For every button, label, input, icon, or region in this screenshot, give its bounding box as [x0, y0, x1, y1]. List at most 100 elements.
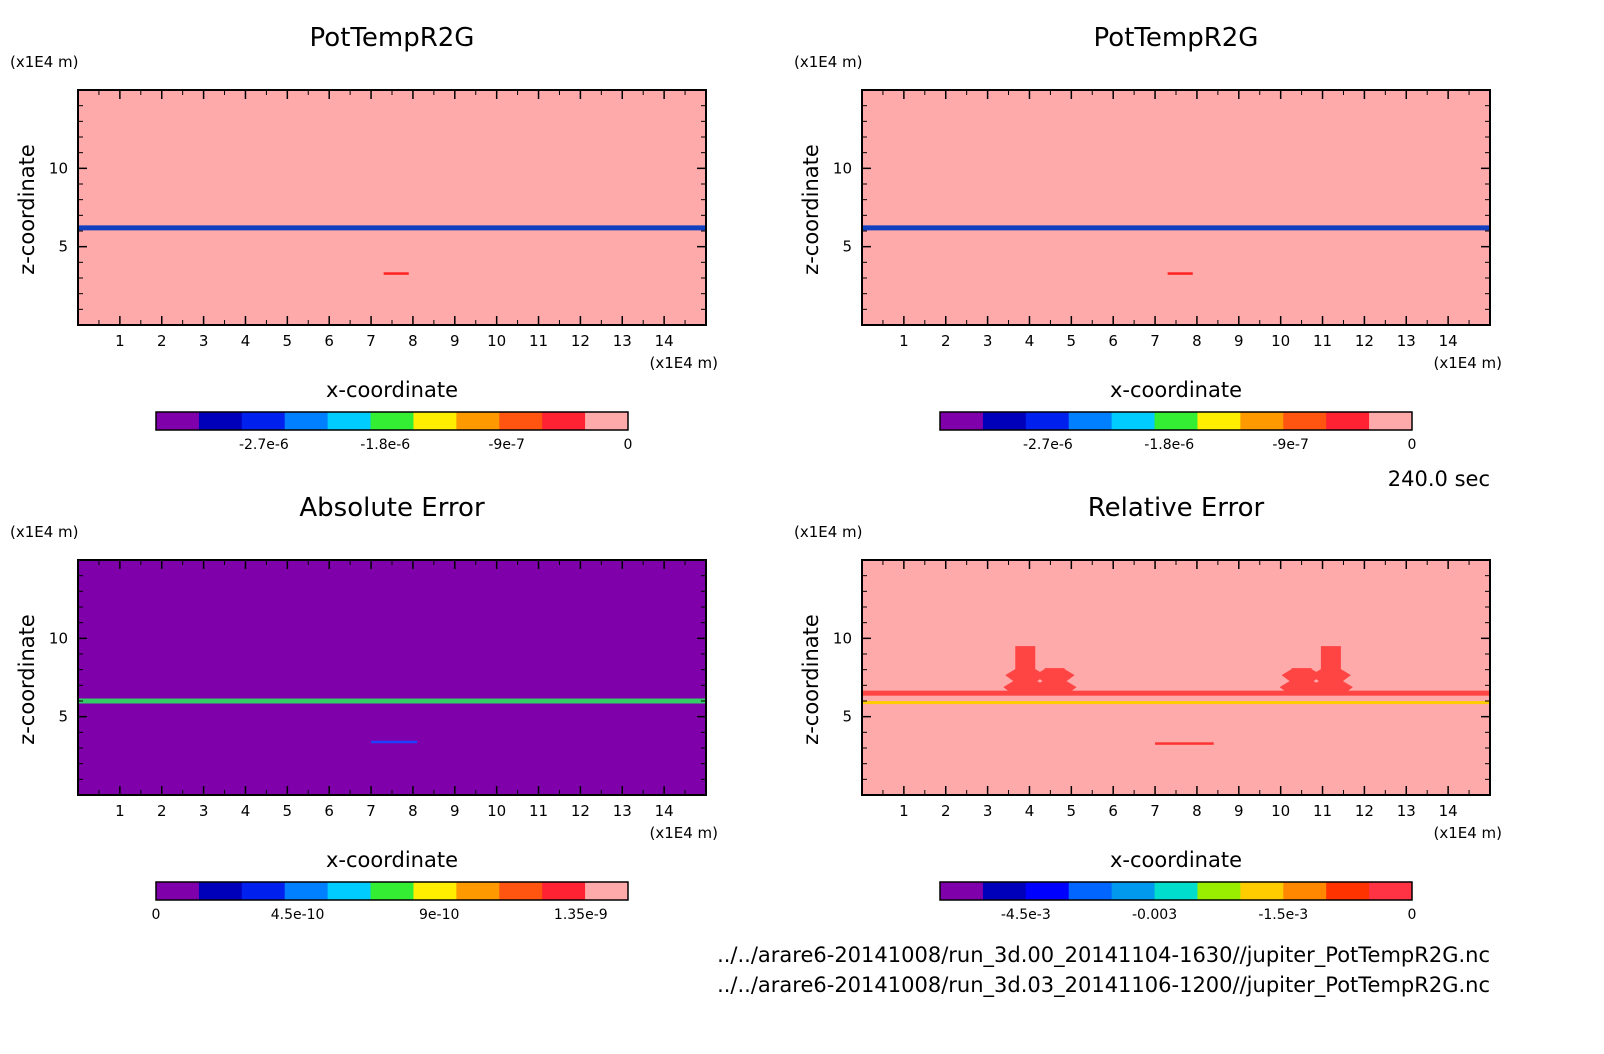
contour-band: [862, 690, 1490, 696]
x-tick-label: 2: [941, 802, 951, 820]
x-tick-label: 13: [1397, 332, 1416, 350]
x-tick-label: 8: [408, 802, 418, 820]
x-tick-label: 1: [899, 332, 909, 350]
x-tick-label: 13: [613, 332, 632, 350]
colorbar-tick-label: -1.5e-3: [1258, 907, 1308, 923]
colorbar-swatch: [1068, 882, 1113, 900]
colorbar-swatch: [1111, 882, 1156, 900]
x-tick-label: 10: [487, 802, 506, 820]
colorbar-swatch: [456, 412, 500, 430]
y-tick-label: 10: [49, 159, 68, 177]
y-tick-label: 5: [58, 238, 68, 256]
colorbar-swatch: [413, 412, 457, 430]
chart-panel-1: PotTempR2G(x1E4 m)1 2 3 4 5 6 7 8 9 10 11 12 13 14(x1…: [10, 23, 718, 453]
colorbar-swatch: [940, 412, 984, 430]
x-tick-label: 1: [899, 802, 909, 820]
colorbar-swatch: [370, 882, 414, 900]
colorbar-frame: [939, 411, 1413, 431]
colorbar-swatch: [370, 412, 414, 430]
y-unit-label: (x1E4 m): [794, 523, 863, 541]
colorbar-tick-label: 0: [1408, 907, 1417, 923]
colorbar-tick-label: -1.8e-6: [1144, 437, 1194, 453]
colorbar: -2.7e-6 -1.8e-6 -9e-7 0: [155, 411, 632, 453]
x-tick-label: 11: [529, 332, 548, 350]
contour-segment: [1167, 272, 1193, 275]
x-axis-label: x-coordinate: [326, 848, 458, 872]
colorbar-swatch: [585, 882, 629, 900]
x-tick-label: 8: [408, 332, 418, 350]
x-tick-label: 3: [199, 802, 209, 820]
x-tick-label: 5: [1067, 332, 1077, 350]
colorbar-swatch: [1025, 882, 1070, 900]
x-tick-label: 11: [1313, 332, 1332, 350]
colorbar-swatch: [327, 882, 372, 900]
x-tick-label: 9: [1234, 802, 1244, 820]
contour-plume: [1279, 668, 1324, 694]
y-tick-label: 5: [842, 238, 852, 256]
x-tick-label: 11: [1313, 802, 1332, 820]
plot-area: [862, 560, 1490, 795]
contour-segment: [383, 272, 409, 275]
x-axis-label: x-coordinate: [1110, 378, 1242, 402]
x-tick-label: 4: [241, 802, 251, 820]
x-tick-label: 8: [1192, 332, 1202, 350]
colorbar-swatch: [327, 412, 372, 430]
x-tick-label: 12: [1355, 332, 1374, 350]
x-tick-label: 14: [1439, 332, 1458, 350]
colorbar-tick-label: -0.003: [1132, 907, 1177, 923]
colorbar-swatch: [1111, 412, 1156, 430]
colorbar: -4.5e-3 -0.003 -1.5e-3 0: [939, 881, 1417, 923]
x-tick-label: 10: [1271, 802, 1290, 820]
chart-title: Relative Error: [1088, 493, 1265, 523]
colorbar-frame: [155, 411, 629, 431]
x-tick-label: 7: [1150, 802, 1160, 820]
x-tick-label: 4: [1025, 332, 1035, 350]
x-tick-label: 2: [941, 332, 951, 350]
colorbar-tick-label: -9e-7: [488, 437, 525, 453]
x-tick-label: 6: [1108, 332, 1118, 350]
colorbar-swatch: [542, 882, 586, 900]
colorbar-tick-label: -9e-7: [1272, 437, 1309, 453]
x-tick-label: 6: [1108, 802, 1118, 820]
x-tick-label: 7: [366, 332, 376, 350]
colorbar-tick-label: 1.35e-9: [554, 907, 608, 923]
colorbar-swatch: [1240, 882, 1284, 900]
contour-segment: [371, 740, 418, 744]
x-tick-label: 14: [655, 802, 674, 820]
colorbar-swatch: [1197, 412, 1241, 430]
colorbar-tick-label: -4.5e-3: [1001, 907, 1051, 923]
colorbar-swatch: [156, 412, 200, 430]
x-tick-label: 2: [157, 802, 167, 820]
colorbar-tick-label: 4.5e-10: [271, 907, 325, 923]
x-tick-label: 9: [450, 332, 460, 350]
colorbar-swatch: [1283, 412, 1327, 430]
colorbar-swatch: [1197, 882, 1241, 900]
colorbar-swatch: [542, 412, 586, 430]
contour-segment: [1155, 742, 1214, 745]
x-tick-label: 5: [283, 802, 293, 820]
colorbar-swatch: [198, 412, 243, 430]
y-axis-label: z-coordinate: [15, 144, 39, 275]
colorbar-swatch: [1154, 412, 1198, 430]
file-path-1: ../../arare6-20141008/run_3d.00_20141104…: [717, 943, 1490, 968]
y-unit-label: (x1E4 m): [794, 53, 863, 71]
colorbar-swatch: [198, 882, 243, 900]
x-tick-label: 3: [199, 332, 209, 350]
x-tick-label: 3: [983, 332, 993, 350]
colorbar-swatch: [982, 882, 1027, 900]
plot-area: [78, 90, 706, 325]
y-axis-label: z-coordinate: [799, 144, 823, 275]
y-tick-label: 10: [833, 629, 852, 647]
colorbar-frame: [155, 881, 629, 901]
x-unit-label: (x1E4 m): [649, 824, 718, 842]
y-tick-label: 10: [833, 159, 852, 177]
colorbar-swatch: [940, 882, 984, 900]
x-tick-label: 6: [324, 802, 334, 820]
x-tick-label: 13: [1397, 802, 1416, 820]
y-tick-label: 5: [58, 708, 68, 726]
x-tick-label: 10: [1271, 332, 1290, 350]
contour-band: [862, 225, 1490, 231]
x-unit-label: (x1E4 m): [649, 354, 718, 372]
y-axis-label: z-coordinate: [799, 614, 823, 745]
colorbar-swatch: [1283, 882, 1327, 900]
